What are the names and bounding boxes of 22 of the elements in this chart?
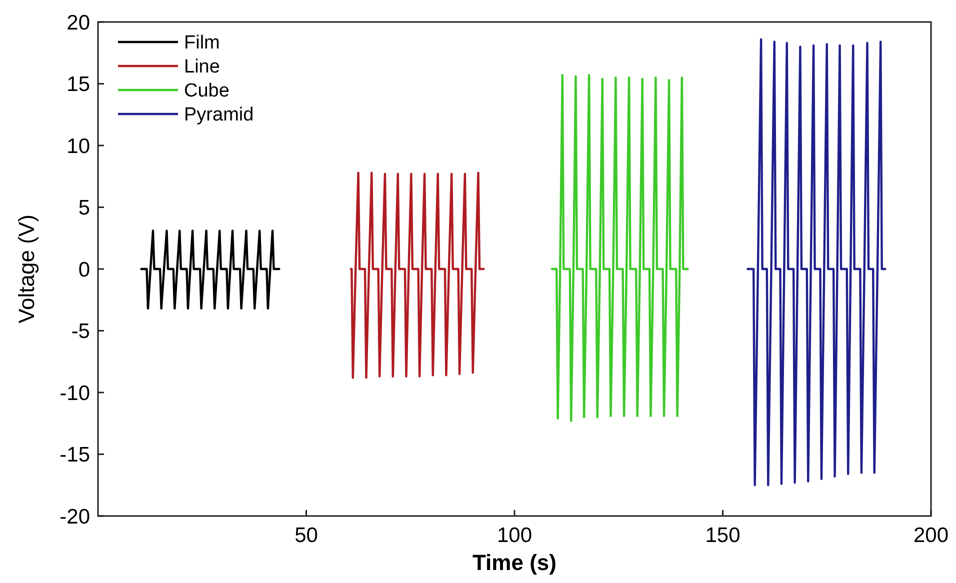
y-tick-label: -20 <box>60 505 90 528</box>
y-tick-label: -10 <box>60 382 90 405</box>
x-tick-label: 50 <box>294 524 318 547</box>
legend-label: Line <box>184 56 220 78</box>
y-tick-label: 20 <box>66 11 90 34</box>
x-axis-title: Time (s) <box>472 550 556 575</box>
legend-label: Film <box>184 32 220 54</box>
legend-label: Cube <box>184 80 230 102</box>
x-tick-label: 150 <box>705 524 740 547</box>
y-tick-label: 10 <box>66 134 90 158</box>
y-axis-title: Voltage (V) <box>14 214 39 324</box>
line-series <box>746 38 886 486</box>
y-tick-label: -15 <box>60 444 90 467</box>
y-tick-label: -5 <box>71 320 90 344</box>
y-tick-label: 0 <box>78 258 90 282</box>
legend-label: Pyramid <box>184 104 254 126</box>
y-tick-label: 5 <box>78 196 90 220</box>
y-tick-label: 15 <box>66 73 90 96</box>
line-series <box>350 172 485 379</box>
x-tick-label: 200 <box>913 524 949 547</box>
line-series <box>550 74 689 422</box>
x-tick-label: 100 <box>496 524 532 547</box>
